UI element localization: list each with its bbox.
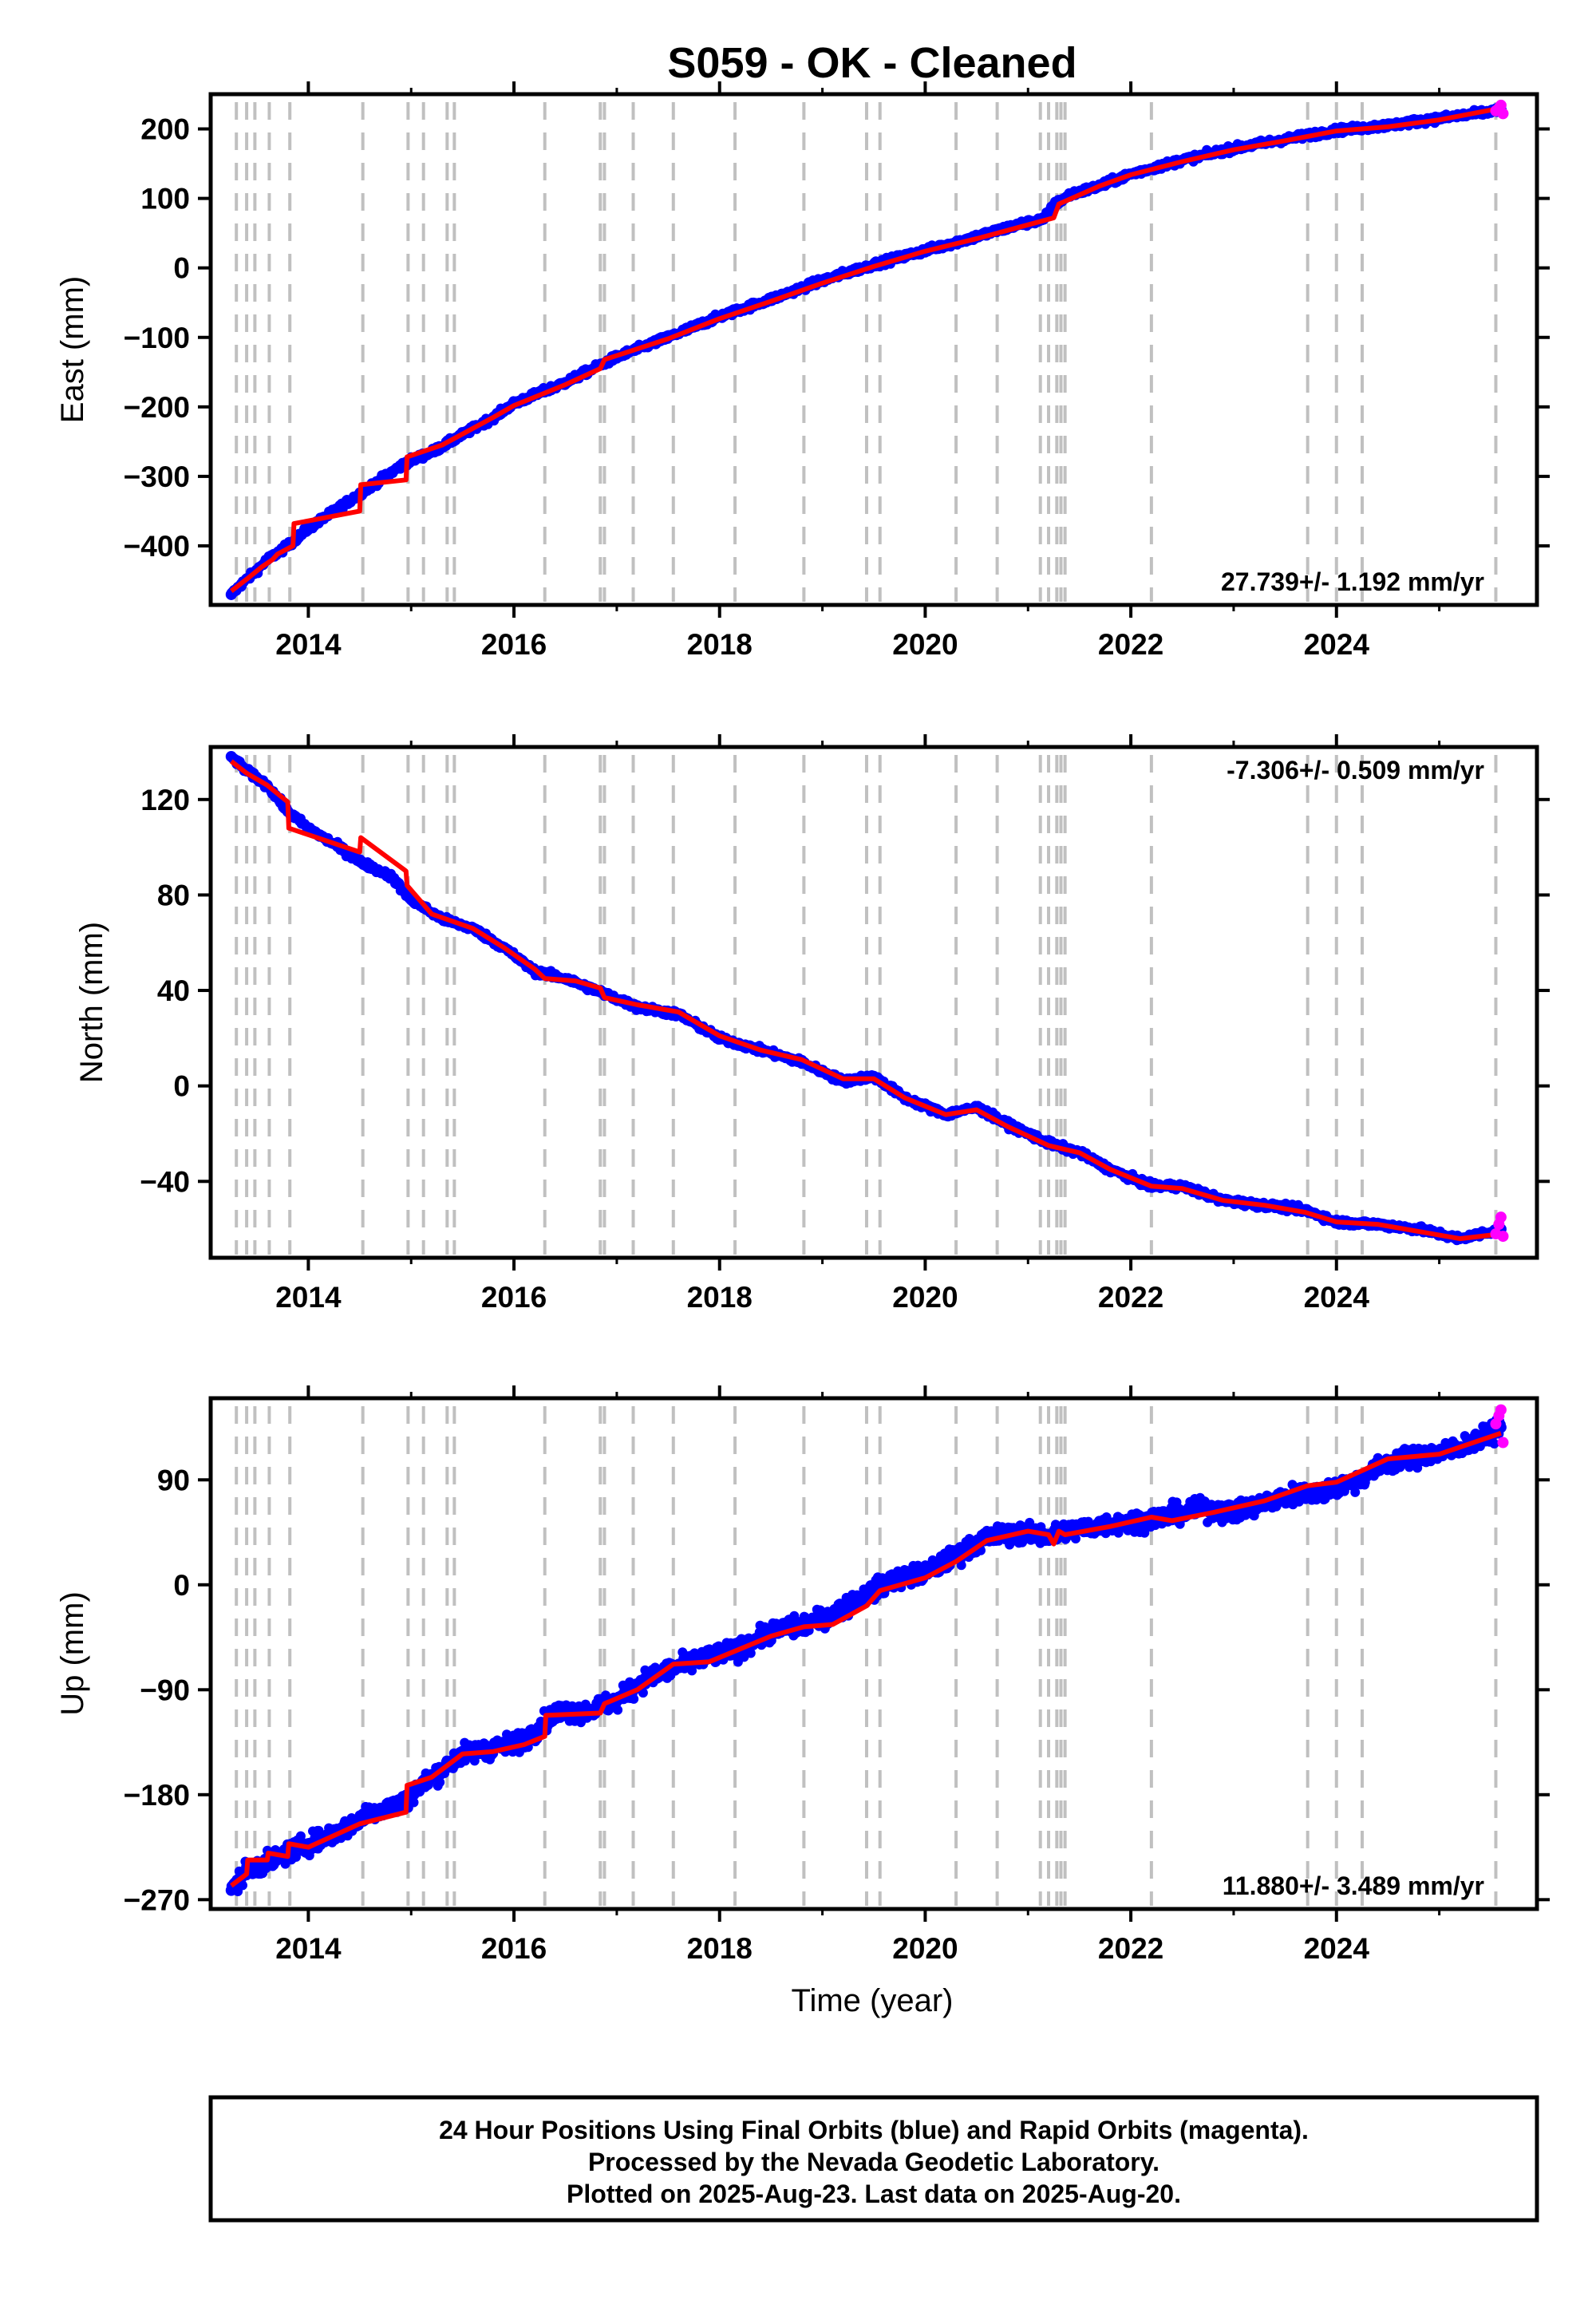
plot-area: [225, 99, 1509, 602]
data-point: [638, 1688, 648, 1698]
y-axis-label: East (mm): [55, 276, 90, 423]
data-point: [385, 870, 397, 882]
y-tick-label: 80: [157, 879, 190, 911]
rapid-point: [1497, 1231, 1509, 1243]
axes-frame: [208, 92, 1539, 607]
x-tick-label: 2020: [892, 1281, 958, 1314]
y-tick-label: 120: [140, 784, 190, 816]
plot-area: [225, 1404, 1509, 1906]
y-tick-label: −40: [140, 1165, 190, 1198]
y-tick-label: −100: [124, 322, 190, 354]
y-tick-label: 0: [173, 1070, 190, 1103]
x-tick-label: 2016: [481, 1281, 547, 1314]
data-point: [225, 750, 237, 762]
x-tick-label: 2024: [1304, 628, 1370, 661]
model-line: [229, 105, 1502, 593]
rapid-point: [1495, 1211, 1507, 1223]
axes-frame: [208, 745, 1539, 1260]
rapid-point: [1495, 99, 1507, 111]
x-tick-label: 2018: [687, 628, 753, 661]
data-point: [295, 1831, 306, 1841]
data-point: [613, 1705, 623, 1715]
y-tick-label: 0: [173, 252, 190, 285]
x-tick-label: 2018: [687, 1281, 753, 1314]
y-tick-label: 40: [157, 974, 190, 1007]
data-point: [354, 856, 365, 868]
x-tick-label: 2014: [275, 628, 342, 661]
model-line: [229, 759, 1502, 1242]
y-tick-label: −300: [124, 460, 190, 493]
rate-label: -7.306+/- 0.509 mm/yr: [1227, 756, 1484, 785]
data-point: [409, 1797, 419, 1808]
data-point: [334, 502, 346, 514]
up-panel: 2014 2016 2018 2020 2022 2024−270−180−90090Up…: [55, 1385, 1550, 1965]
data-point: [238, 1880, 247, 1891]
plot-area: [225, 750, 1509, 1255]
y-tick-label: 200: [140, 113, 190, 146]
x-tick-label: 2020: [892, 628, 958, 661]
data-point: [745, 1648, 756, 1658]
rapid-point: [1497, 108, 1509, 120]
data-point: [302, 523, 314, 535]
y-tick-label: 100: [140, 183, 190, 215]
north-panel: 2014 2016 2018 2020 2022 2024 −40 0 40 80 120 North…: [74, 734, 1550, 1314]
x-tick-label: 2014: [275, 1281, 342, 1314]
rate-label: 27.739+/- 1.192 mm/yr: [1221, 567, 1484, 596]
x-tick-label: 2022: [1098, 1281, 1163, 1314]
x-tick-label: 2022: [1098, 628, 1163, 661]
data-point: [435, 1777, 445, 1788]
data-point: [291, 1852, 301, 1862]
y-axis-label: North (mm): [74, 922, 109, 1083]
y-tick-label: −200: [124, 391, 190, 424]
data-point: [629, 1694, 639, 1704]
east-panel: 2014 2016 2018 2020 2022 2024 −400 −300 −200 −100…: [55, 81, 1550, 661]
data-point: [302, 822, 314, 834]
x-tick-label: 2016: [481, 628, 547, 661]
x-tick-label: 2024: [1304, 1281, 1370, 1314]
chart-title: S059 - OK - Cleaned: [667, 39, 1077, 87]
y-tick-label: −400: [124, 530, 190, 563]
